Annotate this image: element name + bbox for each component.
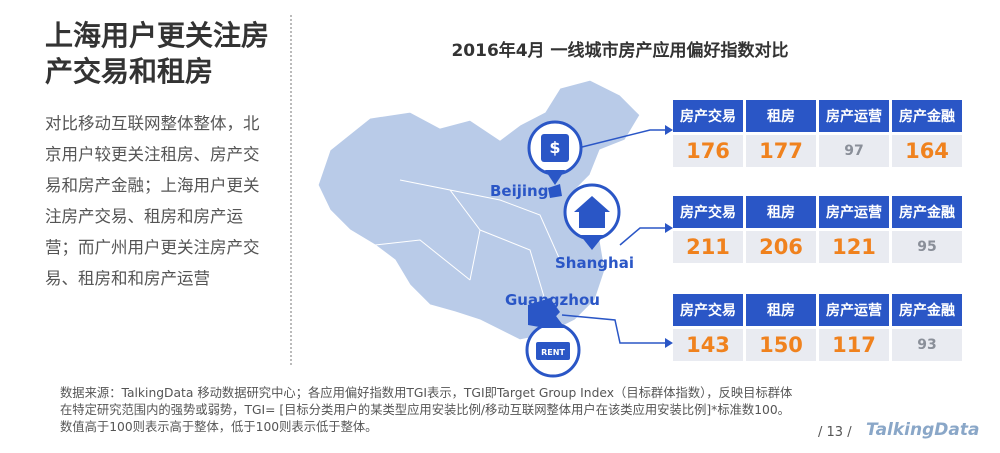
table-value: 150 (746, 329, 816, 361)
table-header: 房产交易 (673, 196, 743, 228)
pin-icon (563, 183, 621, 250)
city-label: Beijing (490, 182, 548, 200)
connector (561, 314, 665, 344)
table-header: 房产金融 (892, 294, 962, 326)
table-header: 房产交易 (673, 294, 743, 326)
table-value: 164 (892, 135, 962, 167)
table-value: 206 (746, 231, 816, 263)
table-header: 房产运营 (819, 196, 889, 228)
city-label: Guangzhou (505, 291, 600, 309)
slide-title: 产交易和租房 (45, 55, 214, 88)
page-number-value: 13 (826, 425, 844, 440)
arrow (665, 223, 673, 233)
connector (619, 227, 665, 246)
table-header: 房产交易 (673, 100, 743, 132)
table-header: 房产金融 (892, 196, 962, 228)
table-header: 租房 (746, 294, 816, 326)
table-header: 房产运营 (819, 100, 889, 132)
table-value: 211 (673, 231, 743, 263)
connector (569, 129, 665, 151)
table-value: 117 (819, 329, 889, 361)
table-value: 95 (892, 231, 962, 263)
table-header: 房产运营 (819, 294, 889, 326)
page-number: / 13 / (818, 425, 852, 440)
pin-icon: $ (527, 120, 583, 185)
icon-label: RENT (541, 348, 565, 357)
chart-title: 2016年4月 一线城市房产应用偏好指数对比 (451, 41, 789, 61)
svg-text:$: $ (549, 138, 560, 157)
province-lines (374, 179, 561, 301)
table-value: 93 (892, 329, 962, 361)
pin-icon: RENT (525, 312, 581, 378)
table-value: 143 (673, 329, 743, 361)
table-value: 121 (819, 231, 889, 263)
highlight-province (548, 184, 562, 198)
arrow (665, 125, 673, 135)
table-header: 租房 (746, 100, 816, 132)
table-value: 177 (746, 135, 816, 167)
table-header: 租房 (746, 196, 816, 228)
source-note: 数据来源：TalkingData 移动数据研究中心；各应用偏好指数用TGI表示，… (60, 386, 793, 434)
arrow (665, 338, 673, 348)
divider (290, 15, 292, 365)
city-label: Shanghai (555, 254, 634, 272)
table-header: 房产金融 (892, 100, 962, 132)
table-value: 97 (819, 135, 889, 167)
slide-title: 上海用户更关注房 (45, 19, 270, 52)
logo: TalkingData (866, 420, 980, 440)
description: 对比移动互联网整体整体，北京用户较更关注租房、房产交易和房产金融；上海用户更关注… (45, 114, 260, 288)
table-value: 176 (673, 135, 743, 167)
